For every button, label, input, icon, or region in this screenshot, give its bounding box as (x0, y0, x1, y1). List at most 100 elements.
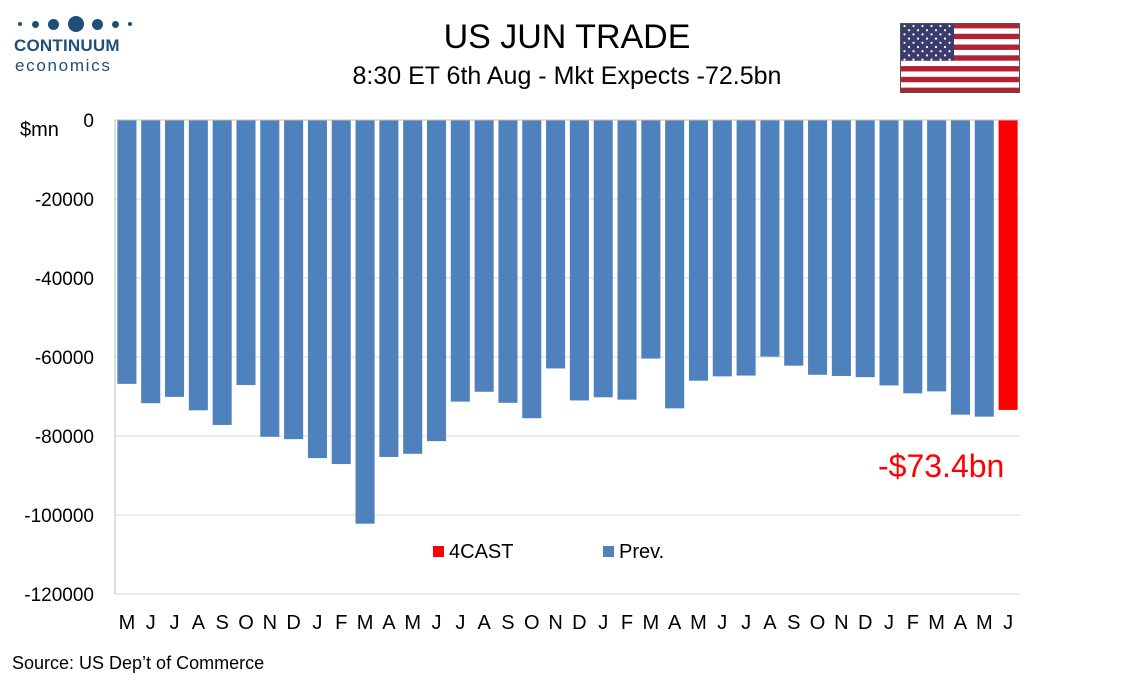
bar-prev (212, 120, 232, 425)
bar-prev (403, 120, 423, 454)
chart-subtitle: 8:30 ET 6th Aug - Mkt Expects -72.5bn (352, 62, 782, 90)
x-tick-label: O (810, 612, 826, 634)
x-tick-label: M (928, 612, 945, 634)
y-tick-label: -100000 (24, 506, 94, 527)
bar-prev (760, 120, 780, 357)
x-tick-label: A (477, 612, 491, 634)
legend-label-prev: Prev. (619, 541, 665, 563)
flag-star (912, 24, 915, 28)
bar-prev (641, 120, 661, 359)
flag-star (930, 24, 933, 28)
bar-prev (617, 120, 637, 400)
flag-star (939, 33, 942, 36)
bar-prev (498, 120, 518, 403)
y-tick-label: -120000 (24, 585, 94, 606)
bar-prev (855, 120, 875, 378)
flag-stripe (900, 66, 1020, 72)
x-tick-label: A (954, 612, 968, 634)
bar-prev (284, 120, 304, 440)
x-tick-label: F (907, 612, 919, 634)
x-tick-label: J (146, 612, 156, 634)
legend-item-prev: Prev. (603, 541, 664, 564)
flag-star (930, 33, 933, 36)
y-tick-label: -20000 (35, 190, 94, 211)
bar-prev (950, 120, 970, 415)
flag-star (907, 29, 911, 32)
flag-star (907, 45, 911, 49)
flag-star (943, 29, 947, 32)
chart-title: US JUN TRADE (443, 18, 691, 56)
legend-swatch-4cast (433, 546, 444, 557)
bar-prev (331, 120, 351, 465)
flag-star (939, 58, 942, 61)
flag-stripe (900, 55, 1020, 61)
flag-stripe (900, 76, 1020, 83)
flag-star (912, 58, 915, 61)
legend-label-4cast: 4CAST (449, 541, 514, 563)
x-tick-label: D (858, 612, 872, 634)
bars (117, 120, 1018, 524)
flag-star (934, 37, 938, 40)
x-tick-label: S (501, 612, 514, 634)
x-tick-label: J (312, 612, 322, 634)
legend-swatch-prev (603, 546, 614, 557)
x-tick-label: M (976, 612, 993, 634)
logo-name: CONTINUUM (14, 36, 120, 55)
x-tick-label: M (690, 612, 707, 634)
source-note: Source: US Dep’t of Commerce (12, 653, 265, 673)
bar-prev (188, 120, 208, 411)
x-tick-label: N (834, 612, 848, 634)
flag-star (907, 37, 911, 40)
bar-prev (522, 120, 542, 419)
x-tick-label: M (119, 612, 136, 634)
bar-prev (546, 120, 566, 369)
bar-prev (712, 120, 732, 377)
bar-prev (879, 120, 899, 386)
bar-prev (569, 120, 589, 401)
y-tick-label: -60000 (35, 348, 94, 369)
bar-prev (474, 120, 494, 392)
flag-star (934, 45, 938, 49)
flag-star (943, 45, 947, 49)
x-tick-label: J (432, 612, 442, 634)
x-tick-label: M (357, 612, 374, 634)
flag-star (912, 33, 915, 36)
x-tick-label: D (286, 612, 300, 634)
flag-star (921, 58, 924, 61)
flag-star (903, 41, 906, 44)
flag-star (934, 54, 938, 57)
flag-star (939, 50, 942, 53)
x-tick-label: O (238, 612, 254, 634)
flag-stripe (900, 33, 1020, 40)
flag-star (943, 37, 947, 40)
bar-prev (593, 120, 613, 398)
bar-prev (665, 120, 685, 409)
y-tick-label: 0 (83, 111, 94, 132)
flag-star (921, 50, 924, 53)
flag-star (921, 33, 924, 36)
bar-prev (808, 120, 828, 375)
flag-star (948, 24, 951, 28)
flag-star (930, 50, 933, 53)
flag-star (925, 54, 929, 57)
bar-prev (736, 120, 756, 376)
y-tick-label: -80000 (35, 427, 94, 448)
x-tick-label: D (572, 612, 586, 634)
x-tick-label: A (763, 612, 777, 634)
bar-prev (165, 120, 185, 397)
forecast-annotation: -$73.4bn (878, 448, 1005, 484)
flag-star (930, 41, 933, 44)
x-tick-label: J (717, 612, 727, 634)
flag-star (916, 54, 920, 57)
x-tick-label: A (192, 612, 206, 634)
x-tick-label: J (455, 612, 465, 634)
flag-stripe (900, 87, 1020, 93)
flag-star (921, 24, 924, 28)
x-tick-label: F (335, 612, 347, 634)
flag-star (939, 24, 942, 28)
bar-prev (141, 120, 161, 404)
y-axis-label: $mn (20, 119, 59, 141)
x-tick-label: S (215, 612, 228, 634)
